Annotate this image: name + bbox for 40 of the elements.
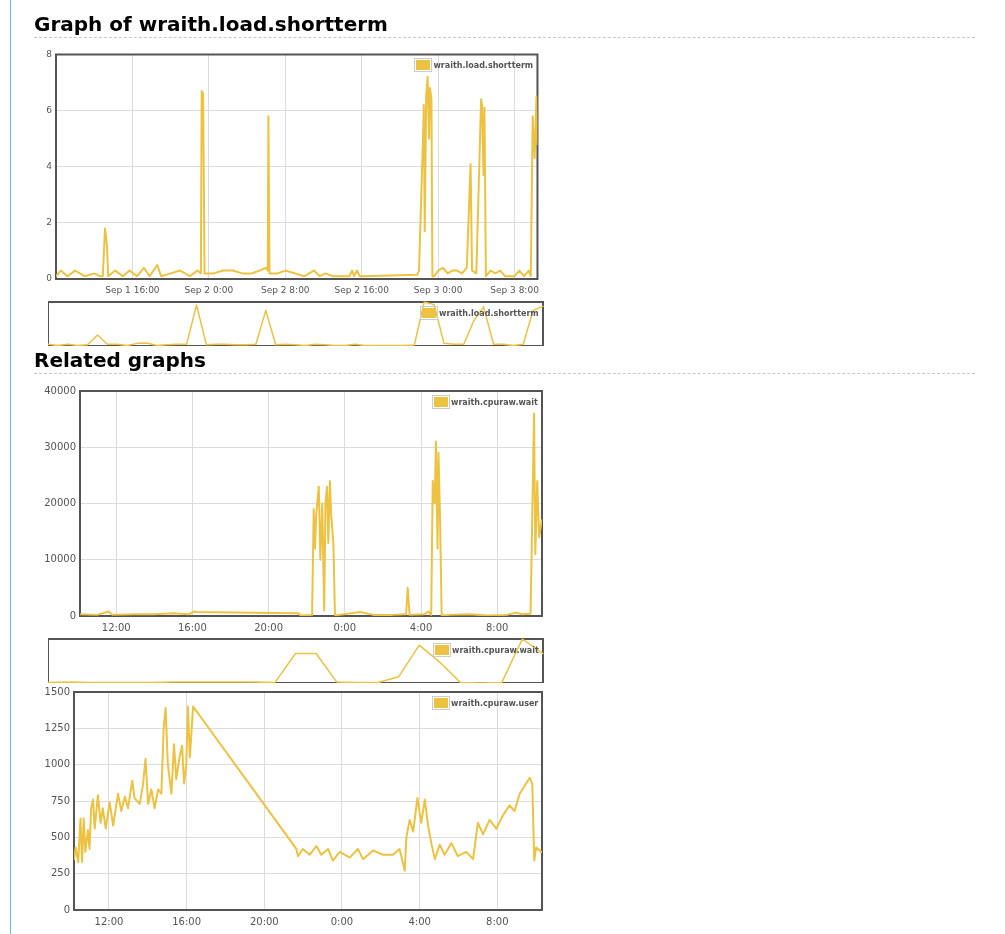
x-tick-label: Sep 3 0:00 — [413, 284, 463, 295]
y-tick-label: 500 — [50, 830, 70, 842]
x-tick-label: 20:00 — [254, 621, 284, 633]
x-tick-label: 16:00 — [172, 915, 202, 927]
y-tick-label: 1250 — [44, 721, 70, 733]
x-tick-label: 8:00 — [486, 915, 509, 927]
chart-title: Graph of wraith.load.shortterm — [34, 12, 388, 36]
y-tick-label: 10000 — [44, 553, 76, 565]
x-tick-label: Sep 2 0:00 — [184, 284, 234, 295]
x-tick-label: 0:00 — [330, 915, 354, 927]
y-tick-label: 750 — [50, 794, 70, 806]
x-tick-label: Sep 2 16:00 — [334, 284, 390, 295]
x-tick-label: 12:00 — [94, 915, 124, 927]
x-tick-label: 4:00 — [408, 915, 431, 927]
legend-label: wraith.cpuraw.wait — [451, 397, 538, 407]
x-tick-label: 16:00 — [177, 621, 207, 633]
y-tick-label: 20000 — [44, 497, 76, 509]
x-tick-label: 0:00 — [333, 621, 357, 633]
x-tick-label: Sep 1 16:00 — [105, 284, 160, 295]
y-tick-label: 1500 — [44, 685, 70, 697]
y-tick-label: 6 — [46, 104, 53, 115]
x-tick-label: Sep 2 8:00 — [260, 284, 310, 295]
x-tick-label: 4:00 — [409, 621, 433, 633]
y-tick-label: 0 — [46, 273, 53, 284]
y-tick-label: 0 — [69, 609, 76, 621]
y-tick-label: 2 — [46, 217, 52, 228]
legend-label: wraith.cpuraw.user — [451, 698, 539, 708]
y-tick-label: 250 — [50, 867, 70, 879]
x-tick-label: 8:00 — [485, 621, 509, 633]
y-tick-label: 4 — [46, 161, 53, 172]
y-tick-label: 40000 — [44, 384, 76, 396]
x-tick-label: 12:00 — [101, 621, 131, 633]
chart-title: Related graphs — [34, 348, 206, 372]
y-tick-label: 30000 — [44, 440, 76, 452]
legend-label: wraith.load.shortterm — [433, 60, 534, 70]
y-tick-label: 8 — [46, 48, 53, 59]
x-tick-label: Sep 3 8:00 — [490, 284, 540, 295]
y-tick-label: 1000 — [44, 758, 70, 770]
x-tick-label: 20:00 — [249, 915, 279, 927]
y-tick-label: 0 — [63, 903, 70, 915]
